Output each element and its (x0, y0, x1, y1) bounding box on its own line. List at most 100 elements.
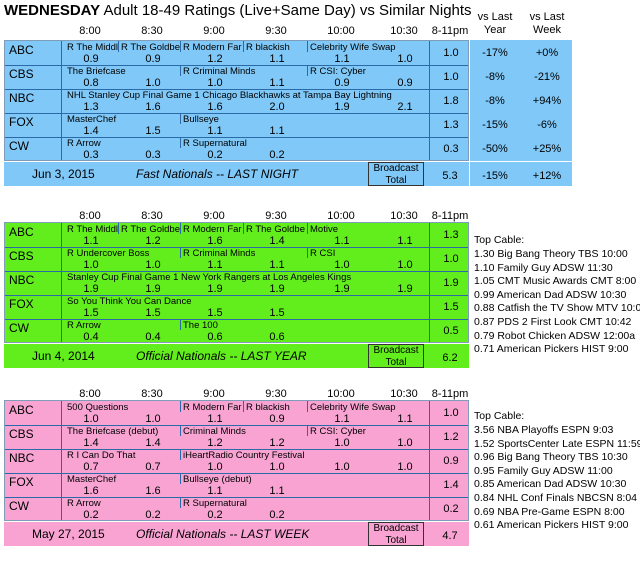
panel1-footer: Jun 3, 2015 Fast Nationals -- LAST NIGHT B… (4, 162, 469, 186)
panel2-grid: ABC R The Middle R The Goldbe R Modern Far R… (4, 222, 469, 343)
panel1-rowline-3 (5, 113, 468, 114)
rating-value: 0.4 (83, 331, 99, 343)
col-header-5: 10:30 (390, 25, 418, 37)
show-name: R CSI (310, 248, 336, 259)
col-header-6: 8-11pm (431, 388, 469, 400)
show-name: R The Middle (67, 224, 119, 235)
panel1-footer-date: Jun 3, 2015 (32, 167, 95, 181)
col-header-5: 10:30 (390, 210, 418, 222)
rating-value: 1.1 (269, 77, 285, 89)
rating-value: 0.9 (269, 413, 285, 425)
show-name: R Modern Far (183, 42, 242, 53)
bt-vs-last-week: +12% (532, 170, 562, 182)
network-nbc: NBC (9, 273, 35, 287)
panel3-sep (307, 425, 308, 436)
col-header-1: 8:30 (141, 210, 163, 222)
rating-value: 0.3 (83, 149, 99, 161)
rating-value: 1.0 (397, 461, 413, 473)
panel1-sep (307, 65, 308, 76)
rating-value: 1.5 (145, 307, 161, 319)
top_cable_3-item: 1.52 SportsCenter Late ESPN 11:59 (474, 437, 640, 450)
panel3-rowline-4 (5, 497, 468, 498)
rating-value: 1.1 (269, 485, 285, 497)
network-fox: FOX (9, 475, 34, 489)
panel3-rowline-1 (5, 425, 468, 426)
top_cable_2-heading: Top Cable: (474, 234, 525, 246)
panel3-grid: ABC 500 Questions R Modern Far R blackish Ce… (4, 400, 469, 521)
total-value: 1.2 (443, 431, 459, 443)
rating-value: 1.1 (83, 235, 99, 247)
panel1-sep (180, 41, 181, 52)
col-header-0: 8:00 (79, 25, 101, 37)
show-name: R Modern Far (183, 224, 242, 235)
rating-value: 0.4 (145, 331, 161, 343)
network-fox: FOX (9, 115, 34, 129)
rating-value: 1.5 (83, 307, 99, 319)
panel3-broadcast-total-label: Broadcast Total (368, 522, 424, 546)
total-value: 1.4 (443, 479, 459, 491)
vs-last-week-header: vs Last Week (529, 11, 565, 36)
show-name: R CSI: Cyber (310, 426, 366, 437)
rating-value: 1.5 (145, 125, 161, 137)
show-name: The Briefcase (debut) (67, 426, 159, 437)
top_cable_2-item: 0.79 Robot Chicken ADSW 12:00a (474, 329, 636, 342)
vs-last-week-value: -6% (537, 119, 557, 131)
panel2-footer-date: Jun 4, 2014 (32, 349, 95, 363)
panel1-rowline-4 (5, 137, 468, 138)
panel3-sep (180, 401, 181, 412)
col-header-2: 9:00 (203, 388, 225, 400)
rating-value: 1.0 (397, 53, 413, 65)
show-name: R Criminal Minds (183, 66, 256, 77)
panel3-rowline-3 (5, 473, 468, 474)
panel2-sep (307, 247, 308, 258)
panel2-vline-0 (61, 223, 62, 342)
rating-value: 1.6 (207, 235, 223, 247)
show-name: R Arrow (67, 498, 101, 509)
panel2-vline-1 (429, 223, 430, 342)
network-nbc: NBC (9, 91, 35, 105)
vs-last-week-value: +25% (532, 143, 562, 155)
rating-value: 1.2 (207, 53, 223, 65)
network-cw: CW (9, 499, 29, 513)
rating-value: 1.1 (269, 53, 285, 65)
panel2-rowline-1 (5, 247, 468, 248)
rating-value: 0.2 (207, 149, 223, 161)
network-cbs: CBS (9, 249, 34, 263)
col-header-1: 8:30 (141, 388, 163, 400)
panel1-sep (180, 113, 181, 124)
network-cbs: CBS (9, 427, 34, 441)
show-name: So You Think You Can Dance (67, 296, 192, 307)
col-header-0: 8:00 (79, 388, 101, 400)
show-name: R The Middle (67, 42, 119, 53)
panel2-sep (243, 223, 244, 234)
total-value: 1.5 (443, 301, 459, 313)
rating-value: 1.5 (269, 307, 285, 319)
rating-value: 1.9 (145, 283, 161, 295)
col-header-6: 8-11pm (431, 210, 469, 222)
rating-value: 0.2 (207, 509, 223, 521)
rating-value: 1.1 (397, 413, 413, 425)
rating-value: 1.2 (207, 437, 223, 449)
show-name: R The Goldbe (121, 42, 180, 53)
col-header-0: 8:00 (79, 210, 101, 222)
rating-value: 0.8 (83, 77, 99, 89)
panel2-broadcast-total: 6.2 (442, 352, 458, 364)
panel1-vline-0 (61, 41, 62, 160)
show-name: R blackish (246, 402, 290, 413)
rating-value: 0.2 (83, 509, 99, 521)
top_cable_3-heading: Top Cable: (474, 410, 525, 422)
col-header-4: 10:00 (327, 210, 355, 222)
vs-last-year-value: -8% (485, 71, 505, 83)
col-header-2: 9:00 (203, 210, 225, 222)
panel2-sep (307, 223, 308, 234)
col-header-5: 10:30 (390, 388, 418, 400)
rating-value: 1.1 (269, 259, 285, 271)
rating-value: 1.9 (83, 283, 99, 295)
top_cable_3-item: 3.56 NBA Playoffs ESPN 9:03 (474, 424, 614, 436)
panel2-footer: Jun 4, 2014 Official Nationals -- LAST YE… (4, 344, 469, 368)
rating-value: 1.4 (83, 437, 99, 449)
col-header-3: 9:30 (265, 210, 287, 222)
panel3-footer-date: May 27, 2015 (32, 527, 105, 541)
rating-value: 1.5 (207, 307, 223, 319)
panel3-broadcast-total: 4.7 (442, 530, 458, 542)
